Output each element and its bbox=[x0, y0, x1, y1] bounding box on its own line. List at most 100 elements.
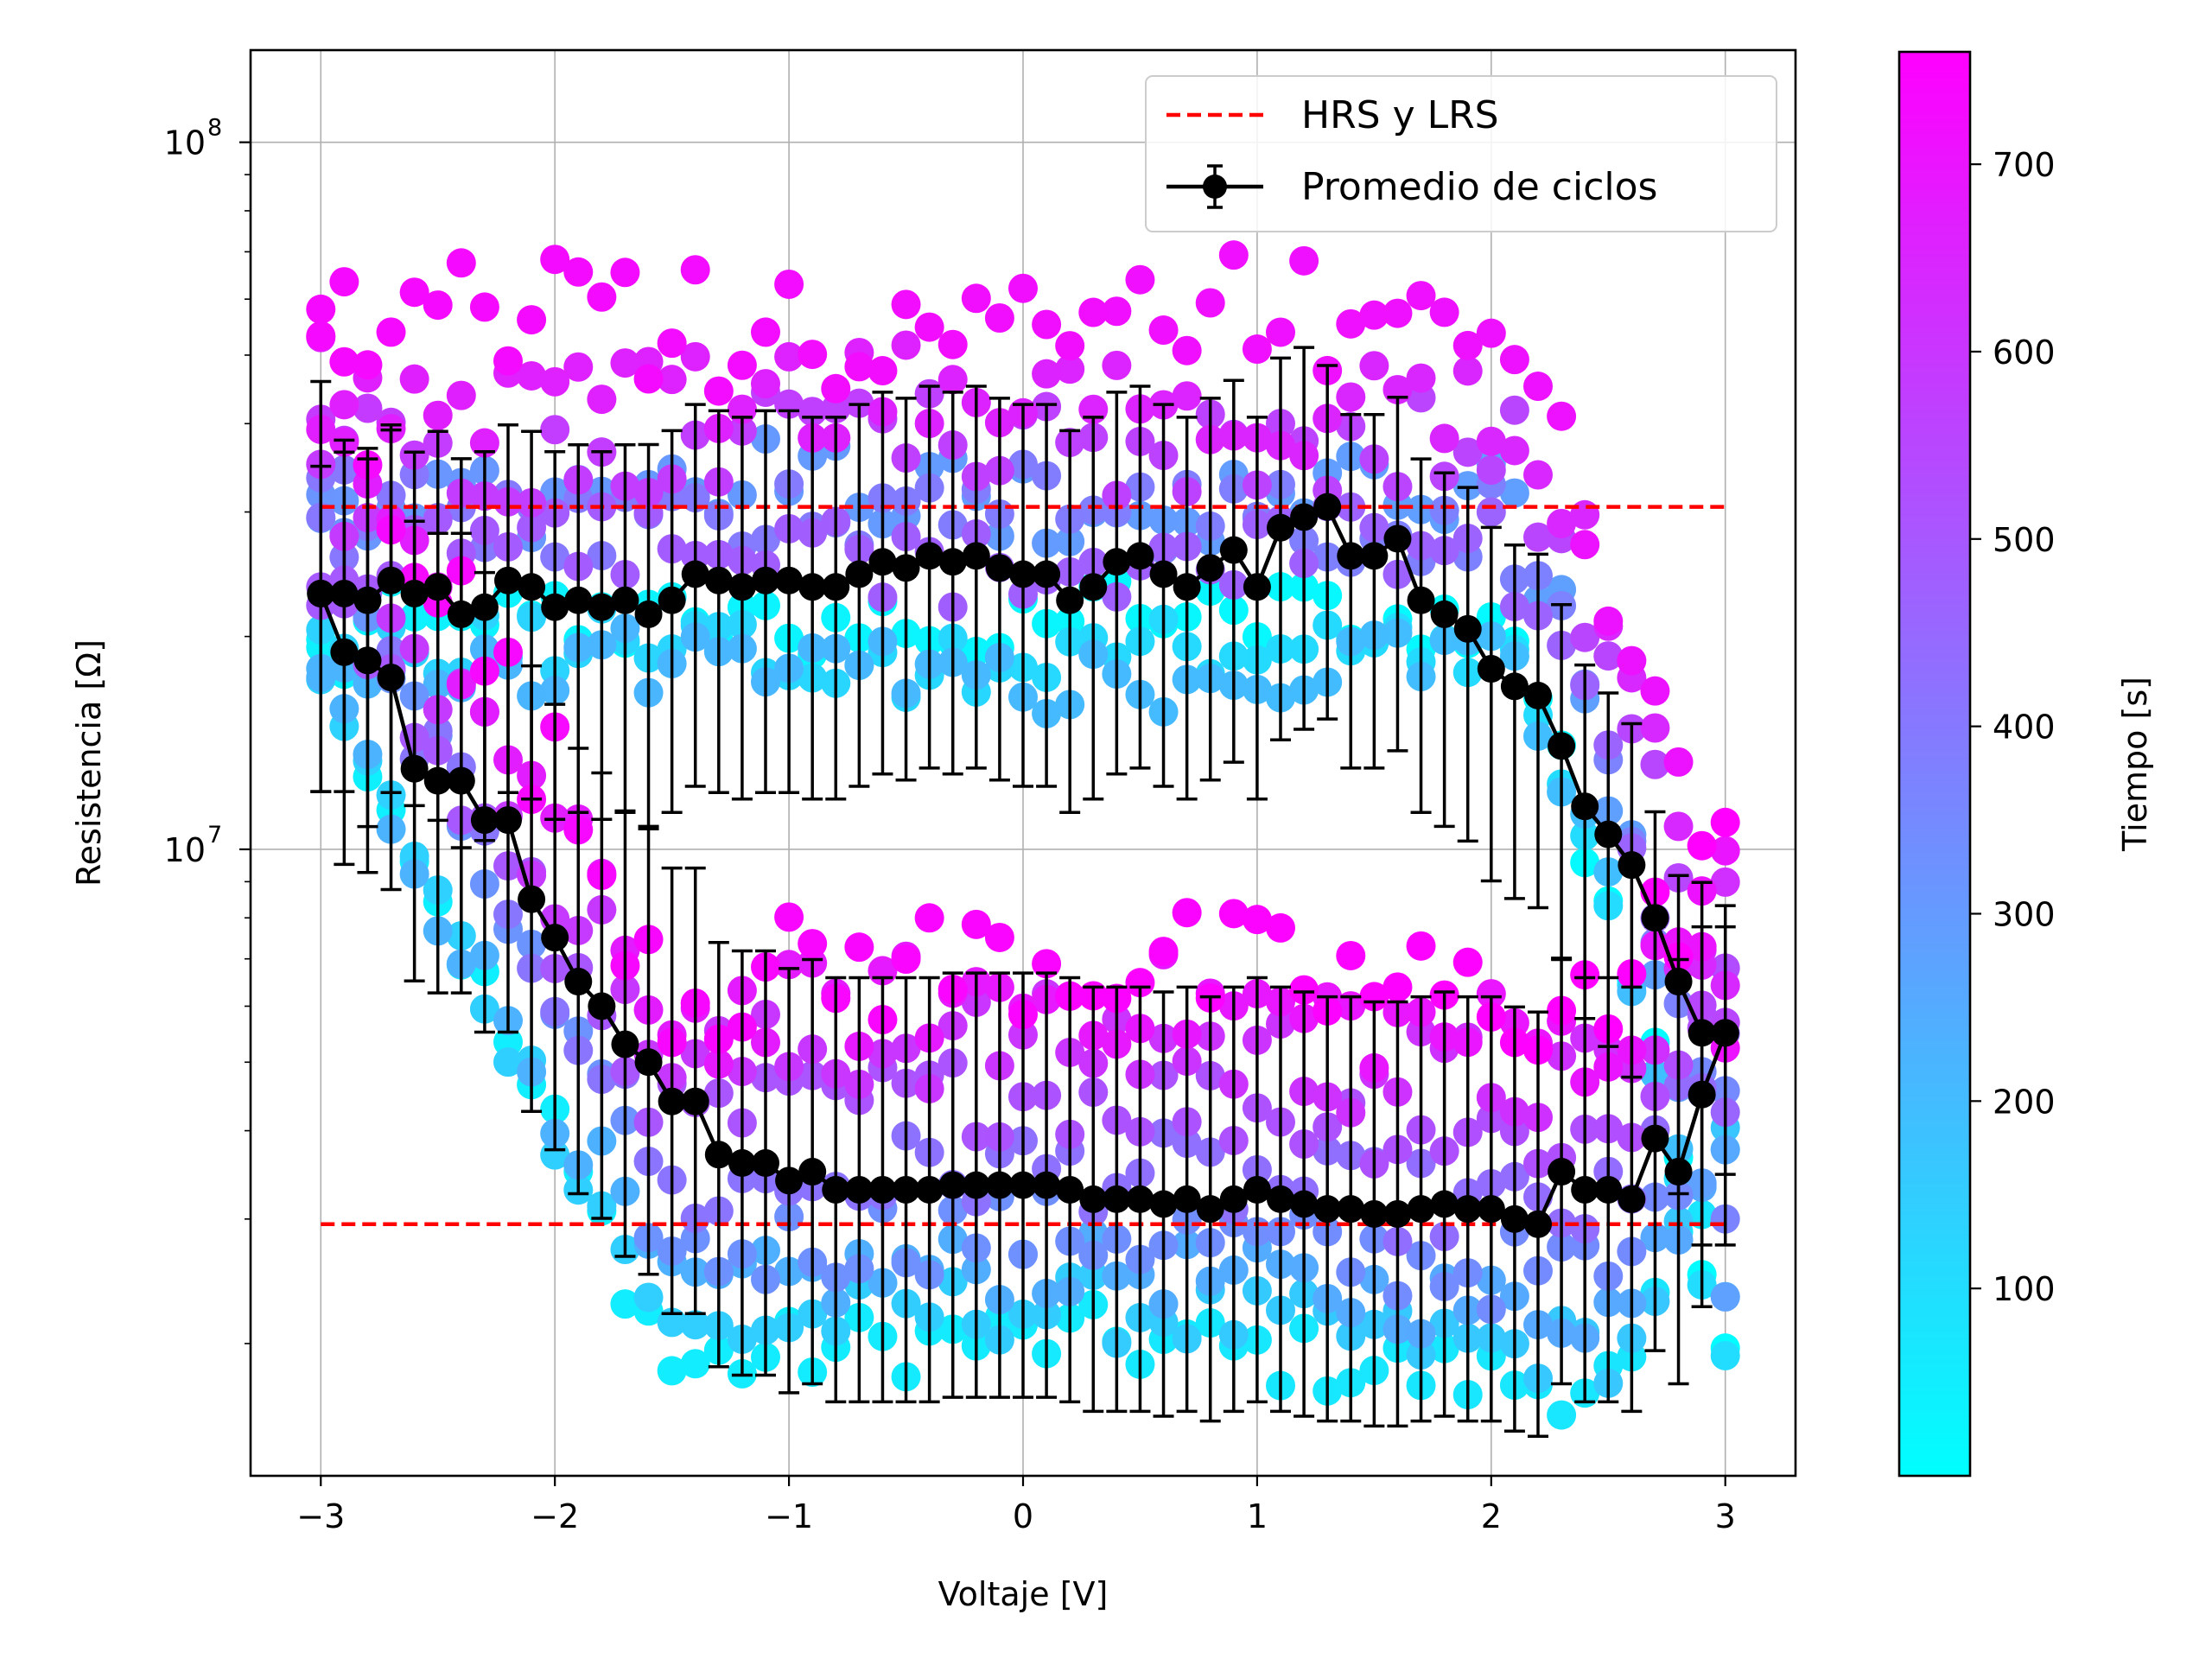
average-upper-marker-50 bbox=[1477, 655, 1505, 683]
scatter-point-901 bbox=[610, 348, 640, 378]
scatter-point-738 bbox=[1570, 622, 1600, 652]
scatter-point-862 bbox=[1523, 460, 1553, 490]
average-upper-marker-57 bbox=[1641, 904, 1669, 932]
average-lower-marker-34 bbox=[1103, 1185, 1131, 1213]
x-tick-label-4: 1 bbox=[1247, 1497, 1268, 1535]
scatter-point-1002 bbox=[1102, 296, 1132, 327]
scatter-point-1010 bbox=[914, 312, 944, 342]
colorbar-gradient bbox=[1897, 50, 1972, 1478]
scatter-point-869 bbox=[1359, 351, 1389, 381]
scatter-point-377 bbox=[1452, 471, 1483, 501]
colorbar-tick-label-3: 400 bbox=[1993, 709, 2056, 747]
scatter-point-1097 bbox=[1710, 807, 1740, 837]
average-upper-marker-45 bbox=[1360, 542, 1389, 570]
scatter-point-1083 bbox=[1382, 972, 1413, 1002]
colorbar-tick-label-1: 200 bbox=[1993, 1083, 2056, 1121]
average-lower-marker-1 bbox=[330, 638, 359, 666]
average-lower-marker-56 bbox=[1618, 1185, 1646, 1213]
average-upper-marker-13 bbox=[611, 586, 639, 614]
y-axis-label: Resistencia [Ω] bbox=[70, 639, 108, 887]
scatter-point-889 bbox=[891, 330, 921, 360]
scatter-point-1065 bbox=[961, 909, 991, 939]
average-upper-marker-49 bbox=[1453, 614, 1482, 643]
scatter-point-197 bbox=[633, 1282, 664, 1313]
scatter-point-898 bbox=[680, 341, 710, 372]
average-upper-marker-51 bbox=[1500, 672, 1529, 701]
x-tick-label-3: 0 bbox=[1013, 1497, 1033, 1535]
scatter-point-1035 bbox=[329, 267, 359, 297]
scatter-point-863 bbox=[1499, 435, 1529, 466]
scatter-point-988 bbox=[1429, 297, 1459, 327]
average-upper-marker-11 bbox=[564, 586, 593, 614]
average-lower-marker-17 bbox=[704, 1141, 733, 1169]
average-lower-marker-37 bbox=[1173, 1185, 1201, 1213]
scatter-point-965 bbox=[1476, 979, 1506, 1009]
colorbar-tick-label-5: 600 bbox=[1993, 334, 2056, 372]
average-upper-marker-21 bbox=[798, 573, 827, 601]
legend-hrs-label: HRS y LRS bbox=[1301, 93, 1499, 137]
average-lower-marker-5 bbox=[423, 766, 452, 795]
scatter-point-1036 bbox=[306, 321, 336, 351]
average-upper-marker-46 bbox=[1383, 524, 1412, 553]
scatter-point-1025 bbox=[563, 257, 594, 287]
x-tick-label-6: 3 bbox=[1715, 1497, 1736, 1535]
scatter-point-114 bbox=[1547, 1400, 1577, 1430]
average-upper-marker-43 bbox=[1313, 493, 1342, 521]
average-upper-marker-19 bbox=[752, 566, 779, 594]
scatter-point-895 bbox=[751, 369, 780, 399]
scatter-point-985 bbox=[1499, 345, 1529, 375]
colorbar-label: Tiempo [s] bbox=[2116, 677, 2154, 852]
scatter-point-978 bbox=[1663, 747, 1694, 777]
average-lower-marker-27 bbox=[938, 1171, 967, 1199]
average-lower-marker-30 bbox=[1009, 1171, 1037, 1199]
scatter-point-995 bbox=[1266, 317, 1295, 347]
colorbar-tick-label-6: 700 bbox=[1993, 146, 2056, 184]
x-tick-label-1: −2 bbox=[531, 1497, 579, 1535]
legend-average-label: Promedio de ciclos bbox=[1301, 165, 1657, 209]
scatter-point-975 bbox=[1710, 836, 1740, 866]
colorbar-tick-label-4: 500 bbox=[1993, 521, 2056, 559]
average-lower-marker-51 bbox=[1500, 1205, 1529, 1233]
y-tick-exponent-0: 7 bbox=[207, 822, 222, 849]
scatter-point-1003 bbox=[1078, 297, 1109, 327]
scatter-point-1063 bbox=[914, 903, 944, 933]
average-upper-marker-44 bbox=[1337, 542, 1365, 570]
average-upper-marker-10 bbox=[541, 593, 569, 621]
average-lower-marker-14 bbox=[634, 1048, 663, 1077]
average-upper-marker-48 bbox=[1430, 600, 1459, 628]
scatter-point-1096 bbox=[1687, 830, 1717, 861]
average-upper-marker-30 bbox=[1009, 560, 1037, 588]
scatter-point-903 bbox=[563, 352, 594, 382]
average-lower-marker-4 bbox=[400, 754, 429, 783]
scatter-point-981 bbox=[1593, 606, 1624, 636]
x-axis-label: Voltaje [V] bbox=[938, 1575, 1109, 1613]
scatter-point-1079 bbox=[1289, 975, 1319, 1005]
x-tick-label-5: 2 bbox=[1481, 1497, 1502, 1535]
average-lower-marker-16 bbox=[681, 1087, 709, 1116]
average-lower-marker-40 bbox=[1243, 1175, 1271, 1204]
scatter-point-1013 bbox=[844, 352, 874, 382]
scatter-point-741 bbox=[1499, 395, 1529, 425]
scatter-point-1060 bbox=[844, 932, 874, 963]
scatter-point-1009 bbox=[938, 329, 968, 359]
average-upper-marker-42 bbox=[1290, 503, 1319, 531]
average-lower-marker-0 bbox=[307, 579, 335, 607]
scatter-point-1004 bbox=[1055, 331, 1085, 361]
average-lower-marker-33 bbox=[1079, 1185, 1108, 1213]
scatter-point-375 bbox=[1499, 478, 1529, 508]
scatter-point-905 bbox=[517, 360, 547, 391]
scatter-point-1031 bbox=[423, 290, 453, 321]
scatter-point-1086 bbox=[1452, 947, 1483, 977]
scatter-point-620 bbox=[1476, 497, 1506, 527]
average-lower-marker-48 bbox=[1430, 1190, 1459, 1218]
average-upper-marker-40 bbox=[1243, 573, 1271, 601]
average-upper-marker-54 bbox=[1571, 792, 1599, 821]
average-lower-marker-44 bbox=[1337, 1195, 1365, 1224]
scatter-point-1005 bbox=[1032, 309, 1062, 340]
scatter-point-987 bbox=[1452, 330, 1483, 360]
scatter-point-996 bbox=[1242, 334, 1272, 365]
scatter-point-1038 bbox=[329, 346, 359, 377]
average-upper-marker-12 bbox=[588, 593, 616, 621]
average-lower-marker-55 bbox=[1594, 1175, 1623, 1204]
average-lower-marker-50 bbox=[1477, 1195, 1505, 1224]
